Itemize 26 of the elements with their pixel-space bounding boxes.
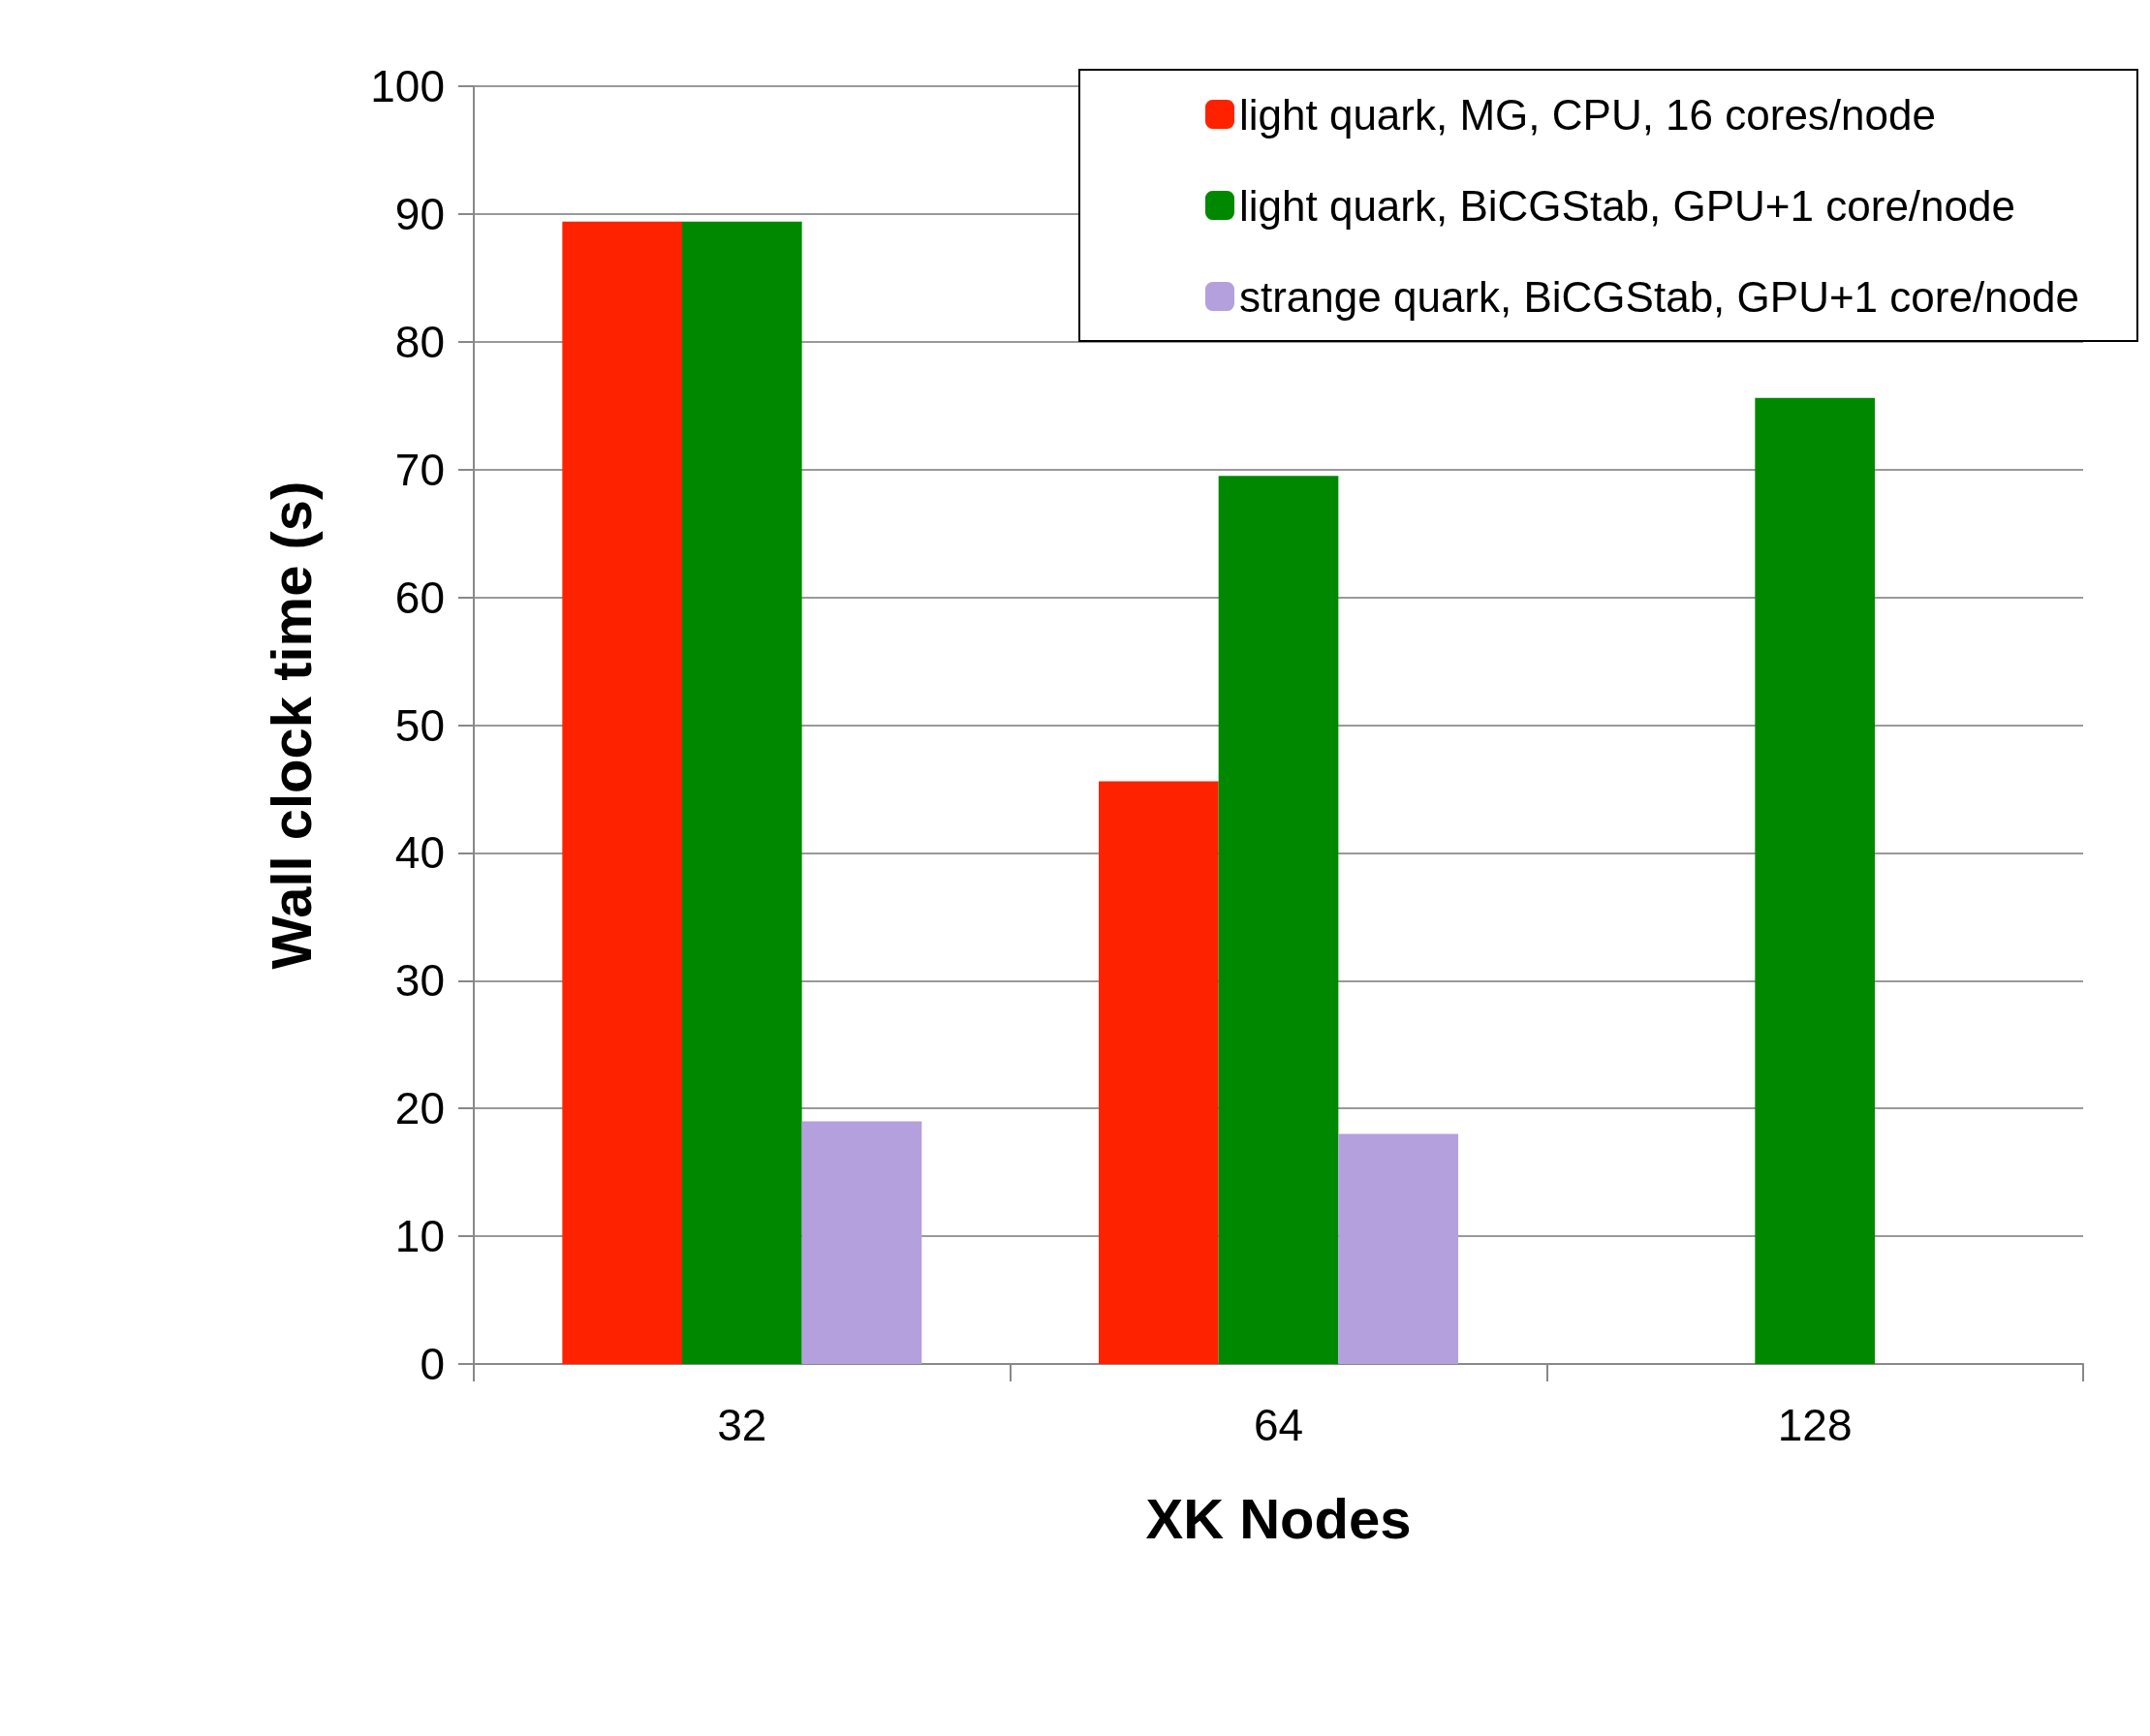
y-tick-label: 60 <box>394 572 445 623</box>
legend-label: light quark, BiCGStab, GPU+1 core/node <box>1238 181 2015 230</box>
y-tick-label: 100 <box>370 61 445 111</box>
bar <box>1755 397 1875 1364</box>
y-tick-label: 40 <box>394 827 445 879</box>
bar <box>682 221 802 1364</box>
bar <box>562 221 683 1364</box>
y-tick-label: 90 <box>394 188 445 239</box>
y-tick-label: 0 <box>420 1339 445 1389</box>
y-tick-label: 50 <box>394 699 445 751</box>
legend-label: light quark, MG, CPU, 16 cores/node <box>1238 90 1936 139</box>
y-tick-label: 80 <box>394 316 445 367</box>
x-tick-label: 32 <box>717 1400 767 1450</box>
bar <box>1218 476 1339 1364</box>
bar <box>1099 781 1219 1364</box>
bar <box>1338 1133 1458 1364</box>
y-axis-title: Wall clock time (s) <box>259 480 323 970</box>
x-tick-label: 64 <box>1253 1400 1304 1450</box>
y-tick-label: 70 <box>394 444 445 495</box>
y-tick-label: 30 <box>394 955 445 1007</box>
y-tick-label: 20 <box>394 1083 445 1134</box>
legend-label: strange quark, BiCGStab, GPU+1 core/node <box>1238 272 2080 321</box>
x-tick-label: 128 <box>1777 1400 1853 1450</box>
x-axis-title: XK Nodes <box>1145 1486 1412 1550</box>
y-tick-label: 10 <box>394 1211 445 1262</box>
bar <box>801 1121 922 1364</box>
